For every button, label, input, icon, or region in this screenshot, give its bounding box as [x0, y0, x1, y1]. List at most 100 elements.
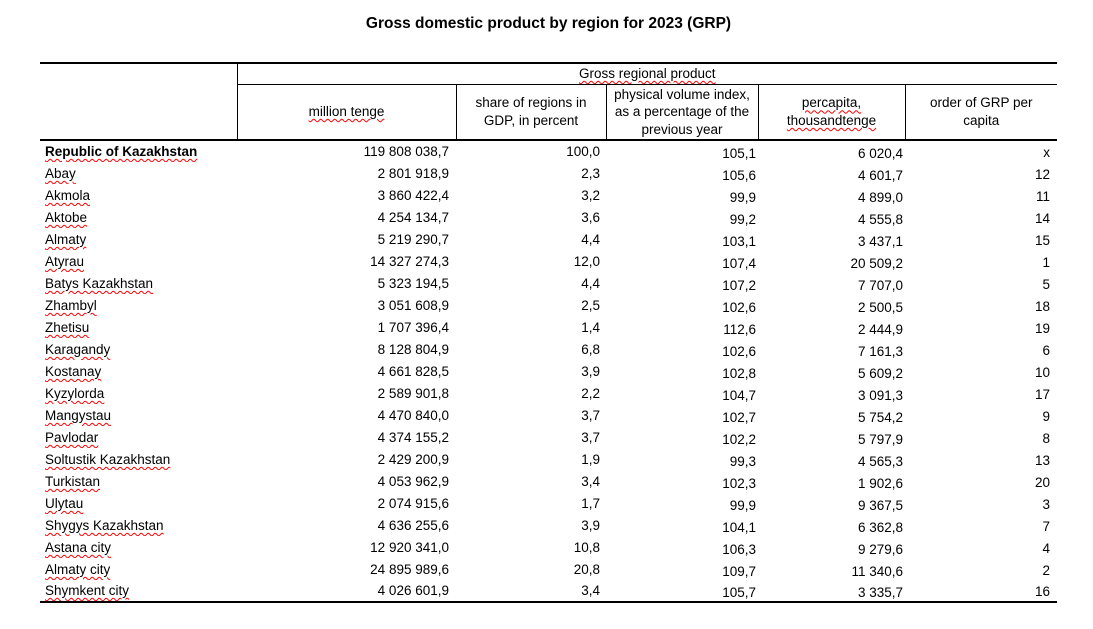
- region-cell: Aktobe: [40, 206, 237, 228]
- million-tenge-cell: 4 053 962,9: [377, 474, 449, 489]
- region-cell: Ulytau: [40, 492, 237, 514]
- gdp-share-cell: 4,4: [581, 276, 600, 291]
- gdp-share-cell: 3,7: [581, 430, 600, 445]
- table-row: Aktobe 4 254 134,7 3,6 99,2 4 555,8 14: [40, 206, 1057, 228]
- per-capita-cell: 4 601,7: [857, 168, 903, 183]
- gdp-share-cell: 2,3: [581, 166, 600, 181]
- region-cell: Akmola: [40, 184, 237, 206]
- million-tenge-cell: 14 327 274,3: [370, 254, 449, 269]
- corner-cell: [40, 63, 238, 141]
- million-tenge-label: million tenge: [308, 104, 385, 119]
- per-capita-cell: 7 707,0: [857, 278, 903, 293]
- region-name: Akmola: [45, 188, 91, 203]
- volume-index-cell: 102,8: [722, 366, 756, 381]
- region-name: Republic of Kazakhstan: [45, 144, 198, 159]
- million-tenge-cell: 2 801 918,9: [377, 166, 449, 181]
- table-row: Karagandy 8 128 804,9 6,8 102,6 7 161,3 6: [40, 338, 1057, 360]
- million-tenge-cell: 4 636 255,6: [377, 518, 449, 533]
- million-tenge-cell: 4 374 155,2: [377, 430, 449, 445]
- column-header-gdp-share: share of regions in GDP, in percent: [455, 84, 606, 141]
- table-row: Zhetisu 1 707 396,4 1,4 112,6 2 444,9 19: [40, 316, 1057, 338]
- per-capita-cell: 6 362,8: [857, 520, 903, 535]
- per-capita-cell: 5 754,2: [857, 410, 903, 425]
- million-tenge-cell: 2 429 200,9: [377, 452, 449, 467]
- gdp-share-cell: 3,9: [581, 518, 600, 533]
- per-capita-cell: 3 091,3: [857, 388, 903, 403]
- grp-order-cell: 17: [1035, 387, 1051, 402]
- grp-order-cell: 8: [1042, 431, 1051, 446]
- grp-order-cell: 15: [1035, 233, 1051, 248]
- million-tenge-cell: 1 707 396,4: [377, 320, 449, 335]
- grp-order-cell: 16: [1035, 584, 1051, 599]
- gdp-share-cell: 10,8: [573, 540, 600, 555]
- million-tenge-cell: 2 589 901,8: [377, 386, 449, 401]
- gdp-share-cell: 6,8: [581, 342, 600, 357]
- table-row: Kostanay 4 661 828,5 3,9 102,8 5 609,2 10: [40, 360, 1057, 382]
- region-cell: Karagandy: [40, 338, 237, 360]
- volume-index-cell: 104,7: [722, 388, 756, 403]
- table-row: Atyrau 14 327 274,3 12,0 107,4 20 509,2 1: [40, 250, 1057, 272]
- per-capita-cell: 5 609,2: [857, 366, 903, 381]
- per-capita-label: percapita, thousandtenge: [786, 95, 877, 128]
- volume-index-cell: 105,6: [722, 168, 756, 183]
- region-cell: Almaty: [40, 228, 237, 250]
- region-cell: Batys Kazakhstan: [40, 272, 237, 294]
- volume-index-cell: 106,3: [722, 542, 756, 557]
- gdp-share-cell: 3,9: [581, 364, 600, 379]
- region-name: Almaty city: [45, 562, 111, 577]
- region-cell: Abay: [40, 162, 237, 184]
- per-capita-cell: 2 500,5: [857, 300, 903, 315]
- table-row: Republic of Kazakhstan 119 808 038,7 100,0…: [40, 140, 1057, 162]
- region-cell: Soltustik Kazakhstan: [40, 448, 237, 470]
- million-tenge-cell: 24 895 989,6: [370, 562, 449, 577]
- grp-table: Gross regional product million tenge sha…: [40, 62, 1058, 603]
- table-row: Mangystau 4 470 840,0 3,7 102,7 5 754,2 9: [40, 404, 1057, 426]
- table-row: Astana city 12 920 341,0 10,8 106,3 9 279,6 4: [40, 536, 1057, 558]
- gdp-share-cell: 2,2: [581, 386, 600, 401]
- million-tenge-cell: 5 323 194,5: [377, 276, 449, 291]
- region-name: Soltustik Kazakhstan: [45, 452, 171, 467]
- gdp-share-cell: 1,9: [581, 452, 600, 467]
- volume-index-cell: 107,2: [722, 278, 756, 293]
- gdp-share-cell: 2,5: [581, 298, 600, 313]
- per-capita-cell: 11 340,6: [851, 564, 903, 579]
- per-capita-cell: 1 902,6: [857, 476, 903, 491]
- region-name: Batys Kazakhstan: [45, 276, 154, 291]
- volume-index-cell: 99,9: [729, 498, 756, 513]
- per-capita-cell: 6 020,4: [857, 146, 903, 161]
- per-capita-cell: 20 509,2: [850, 256, 903, 271]
- column-header-million-tenge: million tenge: [236, 84, 456, 141]
- table-row: Kyzylorda 2 589 901,8 2,2 104,7 3 091,3 17: [40, 382, 1057, 404]
- million-tenge-cell: 119 808 038,7: [363, 144, 449, 159]
- table-body: Republic of Kazakhstan 119 808 038,7 100,0…: [40, 140, 1057, 602]
- gdp-share-cell: 3,7: [581, 408, 600, 423]
- volume-index-cell: 103,1: [722, 234, 756, 249]
- million-tenge-cell: 4 254 134,7: [377, 210, 449, 225]
- volume-index-cell: 102,3: [722, 476, 756, 491]
- gdp-share-cell: 12,0: [573, 254, 600, 269]
- per-capita-cell: 4 565,3: [857, 454, 903, 469]
- million-tenge-cell: 4 661 828,5: [377, 364, 449, 379]
- grp-order-cell: 3: [1042, 497, 1051, 512]
- per-capita-cell: 9 367,5: [857, 498, 903, 513]
- group-header-row: Gross regional product: [40, 63, 1058, 141]
- group-header-label: Gross regional product: [578, 65, 716, 81]
- region-name: Almaty: [45, 232, 87, 247]
- per-capita-cell: 3 335,7: [857, 585, 903, 600]
- volume-index-cell: 102,6: [722, 300, 756, 315]
- table-row: Shymkent city 4 026 601,9 3,4 105,7 3 335,7 1…: [40, 580, 1057, 602]
- region-name: Abay: [45, 166, 76, 181]
- gdp-share-cell: 100,0: [566, 144, 600, 159]
- region-name: Shymkent city: [45, 583, 130, 598]
- region-cell: Atyrau: [40, 250, 237, 272]
- gdp-share-cell: 1,4: [581, 320, 600, 335]
- per-capita-cell: 5 797,9: [857, 432, 903, 447]
- table-row: Almaty 5 219 290,7 4,4 103,1 3 437,1 15: [40, 228, 1057, 250]
- volume-index-cell: 112,6: [723, 322, 756, 337]
- region-cell: Astana city: [40, 536, 237, 558]
- grp-order-cell: 20: [1035, 475, 1051, 490]
- gdp-share-cell: 20,8: [573, 562, 600, 577]
- region-cell: Zhetisu: [40, 316, 237, 338]
- million-tenge-cell: 2 074 915,6: [377, 496, 449, 511]
- grp-order-cell: 12: [1035, 167, 1051, 182]
